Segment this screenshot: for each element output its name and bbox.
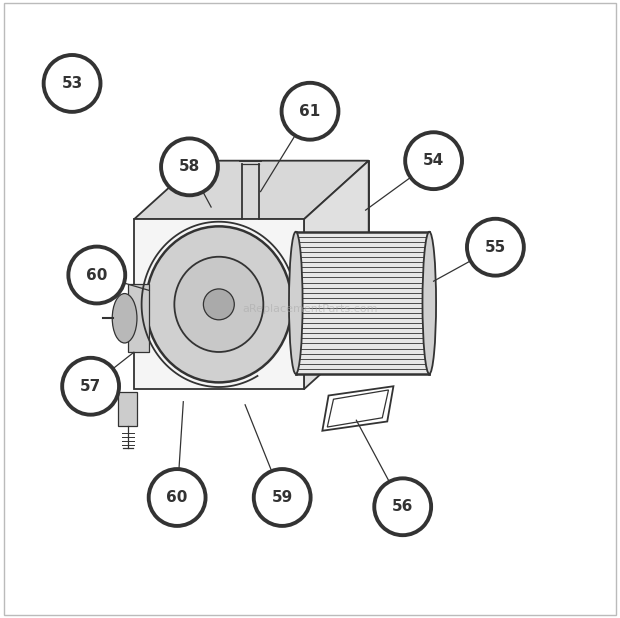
Text: 57: 57 (80, 379, 101, 394)
Circle shape (43, 55, 100, 112)
Ellipse shape (174, 256, 264, 352)
Circle shape (68, 247, 125, 303)
Polygon shape (134, 219, 304, 389)
Text: 60: 60 (166, 490, 188, 505)
Ellipse shape (289, 232, 303, 374)
Circle shape (405, 132, 462, 189)
Ellipse shape (422, 232, 436, 374)
Circle shape (203, 289, 234, 320)
Polygon shape (296, 232, 429, 374)
Polygon shape (134, 161, 369, 219)
Circle shape (467, 219, 524, 276)
Polygon shape (118, 392, 137, 426)
Ellipse shape (112, 294, 137, 343)
Text: 53: 53 (61, 76, 82, 91)
Text: 54: 54 (423, 153, 444, 168)
Text: 58: 58 (179, 159, 200, 174)
Text: 61: 61 (299, 104, 321, 119)
Ellipse shape (146, 226, 292, 383)
Polygon shape (128, 284, 149, 352)
Polygon shape (199, 161, 369, 331)
Circle shape (254, 469, 311, 526)
Text: 60: 60 (86, 268, 107, 282)
Polygon shape (304, 161, 369, 389)
Text: 59: 59 (272, 490, 293, 505)
Circle shape (62, 358, 119, 415)
Circle shape (374, 478, 431, 535)
Circle shape (161, 138, 218, 195)
Text: aReplacementParts.com: aReplacementParts.com (242, 304, 378, 314)
Circle shape (149, 469, 206, 526)
Text: 56: 56 (392, 499, 414, 514)
Circle shape (281, 83, 339, 140)
Text: 55: 55 (485, 240, 506, 255)
